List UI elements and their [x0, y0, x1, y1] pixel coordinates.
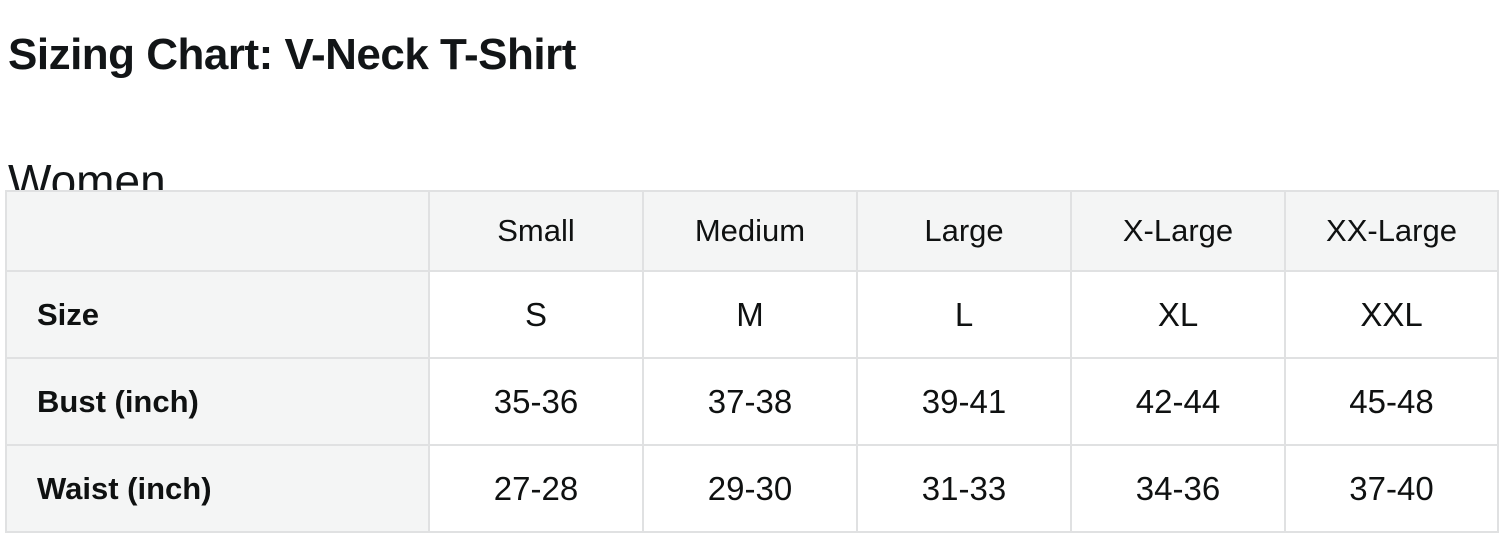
col-header-x-large: X-Large — [1070, 190, 1286, 272]
cell-size-medium: M — [642, 270, 858, 359]
col-header-large: Large — [856, 190, 1072, 272]
col-header-xx-large: XX-Large — [1284, 190, 1499, 272]
cell-size-x-large: XL — [1070, 270, 1286, 359]
cell-bust-xx-large: 45-48 — [1284, 357, 1499, 446]
cell-size-xx-large: XXL — [1284, 270, 1499, 359]
cell-bust-x-large: 42-44 — [1070, 357, 1286, 446]
col-header-medium: Medium — [642, 190, 858, 272]
cell-size-small: S — [428, 270, 644, 359]
header-row: Small Medium Large X-Large XX-Large — [5, 190, 1499, 272]
cell-waist-large: 31-33 — [856, 444, 1072, 533]
cell-bust-large: 39-41 — [856, 357, 1072, 446]
row-label-waist: Waist (inch) — [5, 444, 430, 533]
row-label-bust: Bust (inch) — [5, 357, 430, 446]
cell-waist-medium: 29-30 — [642, 444, 858, 533]
page-title: Sizing Chart: V-Neck T-Shirt — [8, 30, 576, 80]
cell-waist-xx-large: 37-40 — [1284, 444, 1499, 533]
sizing-table: Small Medium Large X-Large XX-Large Size… — [5, 190, 1499, 533]
row-label-size: Size — [5, 270, 430, 359]
col-header-small: Small — [428, 190, 644, 272]
cell-bust-small: 35-36 — [428, 357, 644, 446]
sizing-table-header: Small Medium Large X-Large XX-Large — [5, 190, 1499, 272]
table-row-size: Size S M L XL XXL — [5, 270, 1499, 359]
table-row-bust: Bust (inch) 35-36 37-38 39-41 42-44 45-4… — [5, 357, 1499, 446]
sizing-table-body: Size S M L XL XXL Bust (inch) 35-36 37-3… — [5, 270, 1499, 533]
cell-bust-medium: 37-38 — [642, 357, 858, 446]
cell-size-large: L — [856, 270, 1072, 359]
col-header-blank — [5, 190, 430, 272]
cell-waist-small: 27-28 — [428, 444, 644, 533]
table-row-waist: Waist (inch) 27-28 29-30 31-33 34-36 37-… — [5, 444, 1499, 533]
cell-waist-x-large: 34-36 — [1070, 444, 1286, 533]
